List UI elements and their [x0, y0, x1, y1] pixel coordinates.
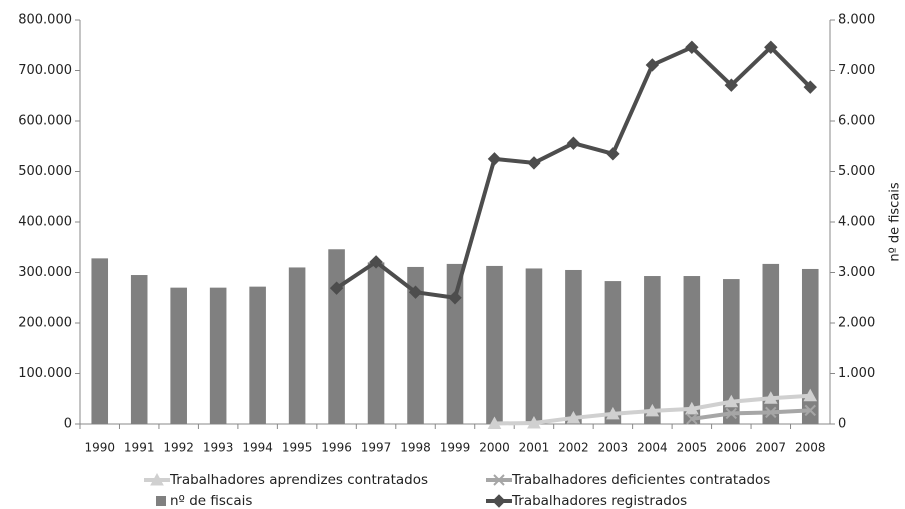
x-tick-label: 2007: [756, 441, 787, 455]
y2-tick-label: 0: [838, 417, 846, 432]
bar: [367, 262, 385, 424]
y-tick-label: 0: [64, 417, 72, 432]
x-tick-label: 2006: [716, 441, 747, 455]
point: [329, 281, 344, 295]
bar: [328, 249, 345, 424]
y-tick-label: 100.000: [18, 366, 72, 381]
bar: [644, 276, 661, 424]
x-tick-label: 2003: [598, 441, 629, 455]
x-tick-label: 2004: [637, 441, 668, 455]
bar: [407, 266, 424, 424]
point: [684, 401, 699, 415]
point: [487, 416, 502, 429]
legend-label: Trabalhadores aprendizes contratados: [169, 472, 428, 488]
x-tick-label: 2000: [479, 441, 510, 455]
point: [685, 40, 699, 54]
legend-label: Trabalhadores registrados: [511, 493, 687, 509]
bar: [604, 281, 622, 424]
point: [487, 152, 502, 166]
point: [724, 394, 739, 408]
x-tick-label: 1997: [361, 441, 392, 455]
y-tick-label: 800.000: [18, 13, 72, 28]
y-tick-label: 600.000: [18, 114, 72, 129]
point: [527, 415, 541, 429]
y2-tick-label: 4.000: [838, 215, 875, 230]
legend-swatch: [156, 496, 166, 506]
bar: [683, 276, 701, 424]
point: [724, 78, 739, 92]
point: [645, 403, 660, 417]
y2-tick-label: 1.000: [838, 366, 875, 381]
y2-tick-label: 5.000: [838, 164, 875, 179]
legend-marker: [492, 494, 506, 508]
y-tick-label: 400.000: [18, 215, 72, 230]
legend-marker: [493, 474, 505, 486]
bar: [288, 267, 306, 424]
bar: [565, 269, 582, 424]
point: [606, 147, 620, 161]
y2-tick-label: 6.000: [838, 114, 875, 129]
x-tick-label: 1990: [84, 441, 115, 455]
point: [725, 407, 738, 420]
x-tick-label: 1995: [282, 441, 313, 455]
x-tick-label: 1994: [242, 441, 273, 455]
bar: [486, 265, 503, 424]
point: [408, 285, 423, 299]
bar: [91, 258, 109, 424]
y2-tick-label: 2.000: [838, 316, 875, 331]
bar: [130, 275, 148, 424]
point: [686, 413, 698, 425]
point: [606, 406, 620, 420]
legend-label: Trabalhadores deficientes contratados: [511, 472, 770, 488]
legend-label: nº de fiscais: [170, 493, 252, 509]
y-tick-label: 500.000: [18, 164, 72, 179]
point: [764, 40, 778, 54]
x-tick-label: 1992: [163, 441, 194, 455]
x-tick-label: 1991: [124, 441, 155, 455]
x-tick-label: 2008: [795, 441, 826, 455]
point: [369, 255, 383, 269]
x-tick-label: 2002: [558, 441, 589, 455]
y2-tick-label: 3.000: [838, 265, 875, 280]
point: [765, 406, 777, 419]
point: [804, 404, 816, 417]
y2-tick-label: 7.000: [838, 63, 875, 78]
legend-marker: [150, 472, 164, 486]
bar: [723, 279, 740, 424]
bar: [762, 263, 780, 424]
point: [448, 291, 462, 305]
y2-axis-label: nº de fiscais: [888, 182, 903, 262]
y2-tick-label: 8.000: [838, 13, 875, 28]
point: [645, 58, 660, 72]
x-tick-label: 1993: [203, 441, 234, 455]
point: [527, 156, 541, 170]
point: [566, 136, 581, 150]
y-tick-label: 700.000: [18, 63, 72, 78]
bar: [170, 287, 187, 424]
point: [803, 80, 817, 94]
y-tick-label: 300.000: [18, 265, 72, 280]
line: [335, 45, 812, 300]
x-tick-label: 2001: [519, 441, 550, 455]
point: [566, 410, 581, 424]
bar: [249, 286, 266, 424]
x-tick-label: 1999: [440, 441, 471, 455]
point: [763, 391, 778, 404]
bar: [525, 268, 543, 424]
point: [803, 388, 818, 402]
x-tick-label: 1998: [400, 441, 431, 455]
x-tick-label: 2005: [677, 441, 708, 455]
y-tick-label: 200.000: [18, 316, 72, 331]
x-tick-label: 1996: [321, 441, 352, 455]
line: [691, 408, 811, 421]
bar: [446, 263, 464, 424]
bar: [209, 287, 227, 424]
bar: [801, 268, 819, 424]
